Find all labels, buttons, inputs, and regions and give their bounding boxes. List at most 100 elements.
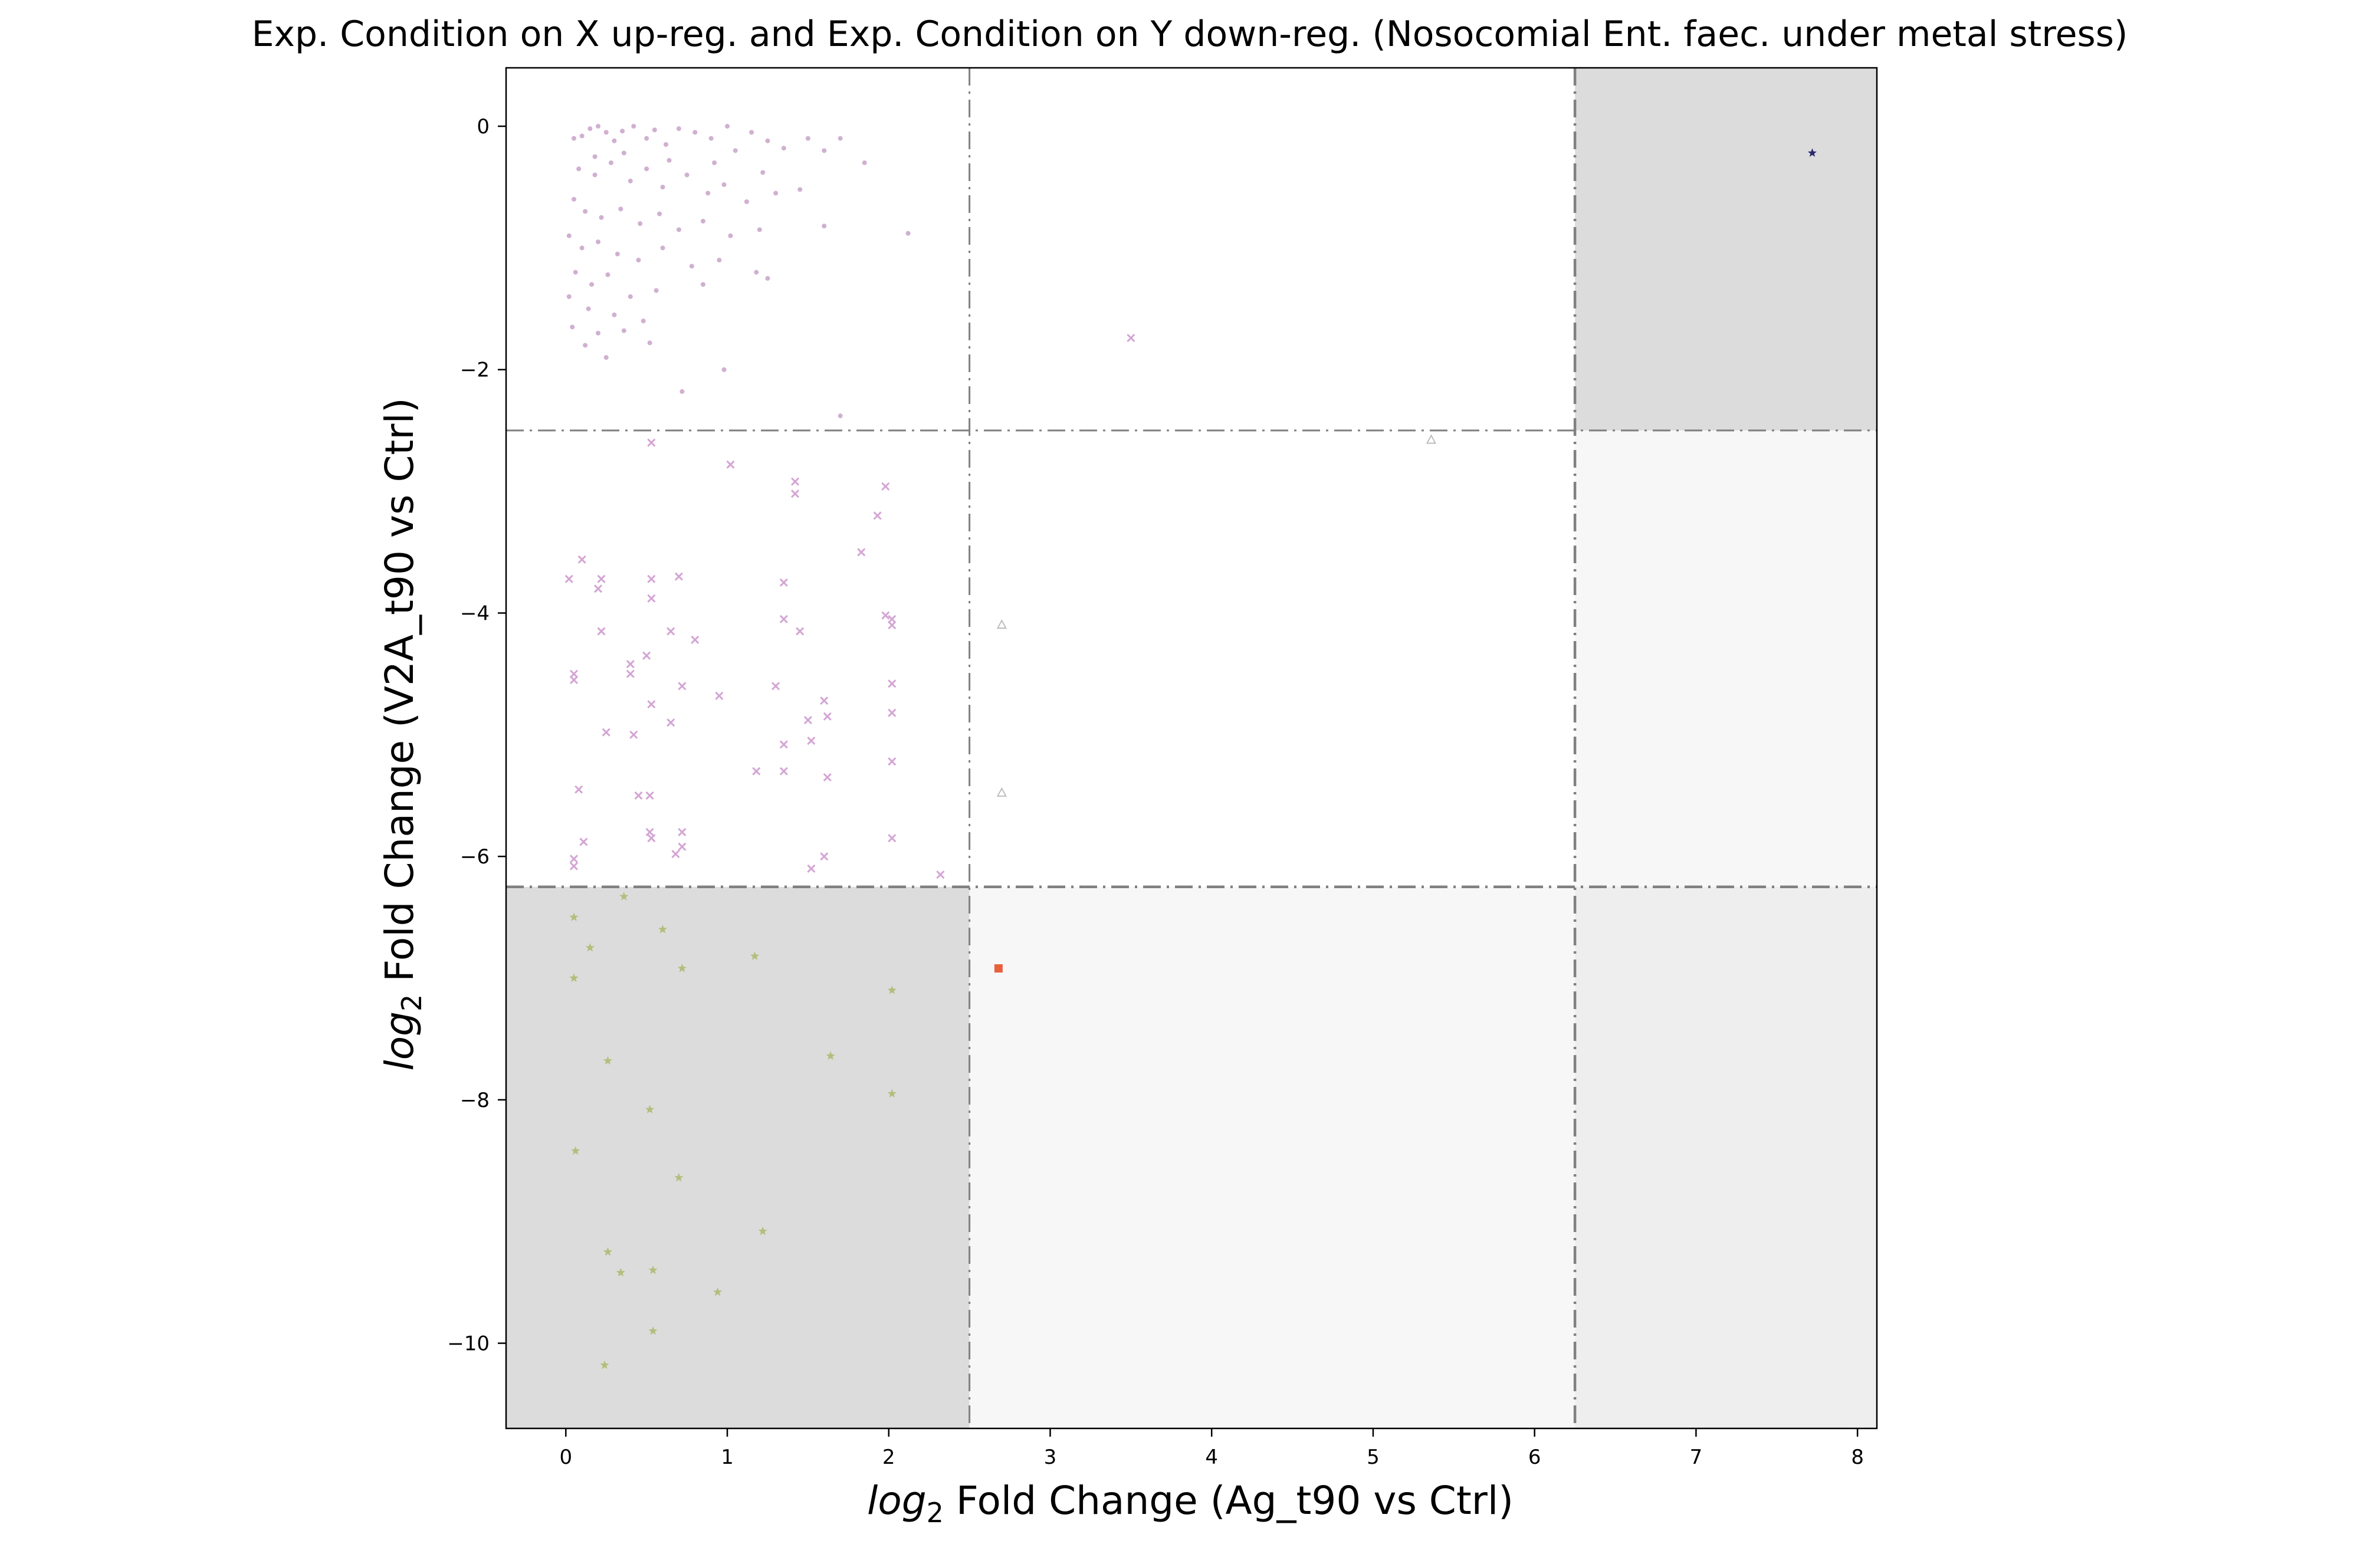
data-point-s1-67 xyxy=(641,318,646,324)
x-tick-label-7: 7 xyxy=(1690,1446,1703,1469)
data-point-s5-1 xyxy=(994,964,1003,973)
data-point-s4-16 xyxy=(603,1247,613,1256)
data-point-s4-10 xyxy=(603,1056,613,1065)
data-point-s1-60 xyxy=(605,272,610,277)
data-point-s1-72 xyxy=(583,343,588,348)
data-point-s1-1 xyxy=(571,136,576,141)
data-point-s2-3 xyxy=(726,460,735,469)
x-tick-label-6: 6 xyxy=(1528,1446,1541,1469)
data-point-s2-62 xyxy=(936,870,945,879)
data-point-s4-18 xyxy=(648,1265,658,1274)
data-point-s1-65 xyxy=(586,306,591,311)
data-point-s1-8 xyxy=(631,124,636,129)
data-point-s2-26 xyxy=(626,669,635,678)
data-point-s2-25 xyxy=(626,660,635,669)
data-point-s2-17 xyxy=(779,615,788,623)
data-point-s2-8 xyxy=(857,548,866,557)
x-tick-label-2: 2 xyxy=(882,1446,895,1469)
data-point-s1-58 xyxy=(573,270,578,275)
data-point-s4-1 xyxy=(569,912,579,921)
data-point-s1-80 xyxy=(712,160,717,165)
data-point-s1-32 xyxy=(721,182,727,188)
data-point-s1-7 xyxy=(620,129,625,134)
data-point-s2-46 xyxy=(823,773,832,782)
data-point-s1-17 xyxy=(749,130,754,135)
data-point-s1-26 xyxy=(608,160,613,165)
data-point-s2-41 xyxy=(888,708,897,717)
data-point-s2-53 xyxy=(678,827,687,836)
data-point-s1-38 xyxy=(599,215,604,220)
y-tick-label-1: −2 xyxy=(460,359,490,382)
data-point-s2-51 xyxy=(645,827,654,836)
x-axis-label: log2 Fold Change (Ag_t90 vs Ctrl) xyxy=(867,1478,1514,1529)
data-point-s2-13 xyxy=(647,574,656,583)
data-point-s2-1 xyxy=(1127,334,1135,343)
data-point-s1-69 xyxy=(596,330,601,336)
data-point-s2-34 xyxy=(888,679,897,688)
region-2 xyxy=(1575,68,1877,431)
data-point-s1-53 xyxy=(689,264,694,269)
data-point-s2-16 xyxy=(647,594,656,603)
data-point-s2-18 xyxy=(796,627,805,636)
x-tick-label-3: 3 xyxy=(1044,1446,1057,1469)
data-point-s4-14 xyxy=(674,1172,684,1182)
data-point-s2-54 xyxy=(678,842,687,851)
data-point-s3-1 xyxy=(1426,434,1436,444)
data-point-s1-25 xyxy=(592,172,598,178)
data-point-s2-59 xyxy=(820,852,829,861)
data-point-s2-49 xyxy=(634,791,643,800)
data-point-s1-64 xyxy=(566,294,572,299)
y-tick-label-0: 0 xyxy=(477,115,490,139)
region-3 xyxy=(1575,886,1877,1428)
data-point-s2-33 xyxy=(820,696,829,705)
data-point-s4-13 xyxy=(571,1146,580,1155)
region-1 xyxy=(506,886,970,1428)
data-point-s4-8 xyxy=(887,985,897,994)
data-point-s1-31 xyxy=(705,190,711,196)
data-point-s1-77 xyxy=(592,154,598,159)
data-point-s2-43 xyxy=(807,737,816,745)
data-point-s2-15 xyxy=(779,578,788,587)
data-point-s1-20 xyxy=(805,136,810,141)
data-point-s1-2 xyxy=(579,133,585,139)
data-point-s2-30 xyxy=(678,682,687,691)
data-point-s1-37 xyxy=(583,209,588,214)
data-point-s4-20 xyxy=(648,1326,658,1335)
data-point-s1-50 xyxy=(615,251,620,257)
y-axis-label-subscript: 2 xyxy=(396,994,428,1011)
data-point-s1-42 xyxy=(676,227,681,232)
x-tick-label-4: 4 xyxy=(1205,1446,1218,1469)
chart-title: Exp. Condition on X up-reg. and Exp. Con… xyxy=(252,14,2128,55)
data-point-s1-68 xyxy=(570,324,575,330)
data-point-s4-9 xyxy=(826,1051,835,1060)
data-point-s1-45 xyxy=(757,227,762,232)
data-point-s4-6 xyxy=(677,964,687,973)
data-point-s3-2 xyxy=(996,619,1007,629)
data-point-s2-10 xyxy=(564,574,573,583)
data-point-s2-21 xyxy=(888,621,897,630)
data-point-s2-58 xyxy=(569,862,579,870)
data-point-s1-62 xyxy=(654,288,659,293)
data-point-s2-52 xyxy=(647,834,656,843)
data-point-s1-29 xyxy=(660,185,665,190)
data-point-s2-40 xyxy=(823,712,832,721)
data-point-s1-63 xyxy=(700,282,705,287)
data-point-s1-4 xyxy=(596,124,601,129)
y-axis-label: log2 Fold Change (V2A_t90 vs Ctrl) xyxy=(377,398,428,1070)
data-point-s1-78 xyxy=(621,150,626,156)
data-point-s1-27 xyxy=(628,178,633,183)
data-point-s4-12 xyxy=(887,1089,897,1098)
data-point-s2-12 xyxy=(593,584,603,593)
data-point-s2-44 xyxy=(752,767,761,776)
data-point-s3-3 xyxy=(996,787,1007,797)
data-point-s2-6 xyxy=(881,482,890,491)
data-point-s1-43 xyxy=(700,219,705,224)
data-point-s2-35 xyxy=(647,700,656,709)
data-points xyxy=(564,124,1817,1369)
data-point-s4-7 xyxy=(750,951,760,960)
highlight-regions xyxy=(506,68,1877,1428)
data-point-s6-1 xyxy=(1807,148,1817,157)
data-point-s2-61 xyxy=(888,834,897,843)
data-point-s1-61 xyxy=(628,294,633,299)
data-point-s1-18 xyxy=(765,138,770,143)
